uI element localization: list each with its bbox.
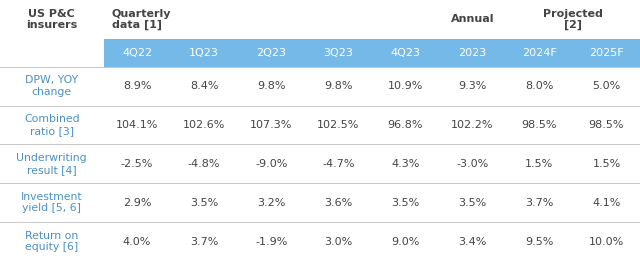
Text: 102.2%: 102.2% [451,120,493,130]
Text: 3.5%: 3.5% [391,198,419,208]
Text: 3Q23: 3Q23 [323,48,353,58]
Text: 8.9%: 8.9% [123,81,151,91]
Text: 96.8%: 96.8% [388,120,423,130]
Text: -3.0%: -3.0% [456,159,488,169]
Text: 3.6%: 3.6% [324,198,353,208]
Text: 107.3%: 107.3% [250,120,292,130]
Text: Quarterly
data [1]: Quarterly data [1] [111,9,171,30]
Text: 4.1%: 4.1% [592,198,621,208]
Text: 102.6%: 102.6% [183,120,225,130]
Text: 3.5%: 3.5% [190,198,218,208]
Text: 2023: 2023 [458,48,486,58]
Text: 9.8%: 9.8% [257,81,285,91]
Text: 5.0%: 5.0% [593,81,621,91]
Text: -9.0%: -9.0% [255,159,287,169]
Text: 10.0%: 10.0% [589,236,624,247]
Text: 8.0%: 8.0% [525,81,554,91]
Text: Return on
equity [6]: Return on equity [6] [25,231,78,252]
Text: Underwriting
result [4]: Underwriting result [4] [17,153,87,175]
Text: 4Q23: 4Q23 [390,48,420,58]
Text: 102.5%: 102.5% [317,120,360,130]
Text: 104.1%: 104.1% [116,120,158,130]
Text: Investment
yield [5, 6]: Investment yield [5, 6] [21,192,83,213]
Text: 9.5%: 9.5% [525,236,554,247]
Text: 2025F: 2025F [589,48,624,58]
Text: -4.8%: -4.8% [188,159,220,169]
Text: 3.2%: 3.2% [257,198,285,208]
Text: 1.5%: 1.5% [593,159,621,169]
Text: Annual: Annual [451,14,494,25]
Text: 98.5%: 98.5% [589,120,624,130]
Text: 4.3%: 4.3% [391,159,419,169]
Bar [104,39,640,67]
Text: 8.4%: 8.4% [190,81,218,91]
Text: 3.7%: 3.7% [190,236,218,247]
Text: 10.9%: 10.9% [388,81,423,91]
Text: 98.5%: 98.5% [522,120,557,130]
Text: 2024F: 2024F [522,48,557,58]
Text: -1.9%: -1.9% [255,236,287,247]
Text: Combined
ratio [3]: Combined ratio [3] [24,114,79,136]
Text: 9.8%: 9.8% [324,81,353,91]
Text: US P&C
insurers: US P&C insurers [26,9,77,30]
Text: 3.7%: 3.7% [525,198,554,208]
Text: -4.7%: -4.7% [322,159,355,169]
Text: -2.5%: -2.5% [121,159,153,169]
Text: DPW, YOY
change: DPW, YOY change [25,75,78,97]
Text: 4.0%: 4.0% [123,236,151,247]
Text: 2.9%: 2.9% [123,198,151,208]
Text: Projected
[2]: Projected [2] [543,9,603,30]
Text: 3.0%: 3.0% [324,236,353,247]
Text: 9.3%: 9.3% [458,81,486,91]
Text: 3.5%: 3.5% [458,198,486,208]
Text: 1Q23: 1Q23 [189,48,219,58]
Text: 1.5%: 1.5% [525,159,554,169]
Text: 2Q23: 2Q23 [256,48,286,58]
Text: 4Q22: 4Q22 [122,48,152,58]
Text: 9.0%: 9.0% [391,236,419,247]
Text: 3.4%: 3.4% [458,236,486,247]
